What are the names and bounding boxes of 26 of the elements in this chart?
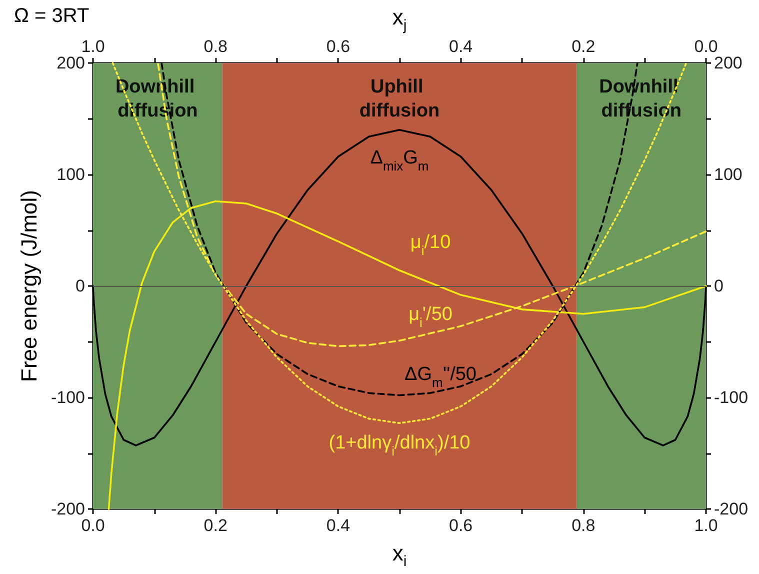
y-tick-label: 0 — [76, 276, 85, 296]
x2-tick-label: 1.0 — [81, 37, 105, 56]
y-tick-label: -100 — [50, 388, 85, 407]
x-tick-label: 0.2 — [204, 516, 228, 535]
x-tick-label: 0.8 — [572, 516, 596, 535]
y2-tick-label: -100 — [714, 388, 748, 407]
x-tick-label: 1.0 — [694, 516, 718, 535]
x-tick-label: 0.4 — [326, 516, 350, 535]
x-tick-label: 0.6 — [448, 516, 473, 535]
x-tick-label: 0.0 — [81, 516, 105, 535]
line-series — [108, 200, 707, 510]
y-axis-title: Free energy (J/mol) — [16, 190, 42, 382]
y-tick-label: 100 — [56, 165, 85, 184]
x2-tick-label: 0.4 — [448, 37, 473, 56]
y2-tick-label: 100 — [714, 165, 742, 184]
y-tick-label: -200 — [50, 500, 85, 518]
x2-tick-label: 0.8 — [204, 37, 228, 56]
x2-tick-label: 0.0 — [694, 37, 718, 56]
y2-tick-label: 0 — [714, 276, 724, 296]
y2-tick-label: -200 — [714, 500, 748, 518]
y2-tick-label: 200 — [714, 54, 742, 72]
band-label: Uphill diffusion — [359, 76, 440, 122]
x2-tick-label: 0.2 — [572, 37, 596, 56]
text: Ω = 3RT — [14, 5, 90, 27]
x2-tick-label: 0.6 — [326, 37, 350, 56]
y-tick-label: 200 — [56, 54, 85, 72]
